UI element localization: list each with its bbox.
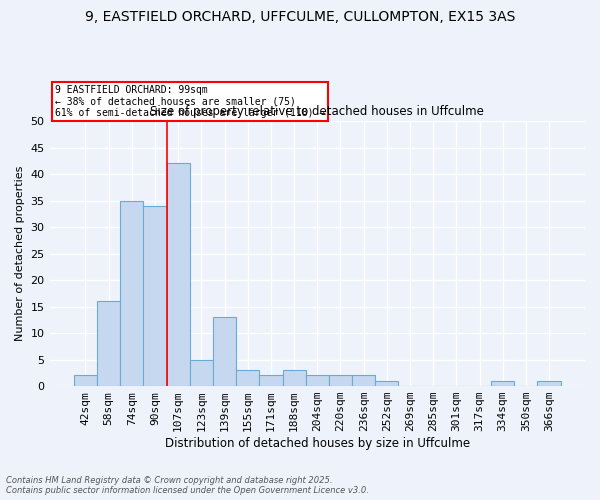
Bar xyxy=(236,370,259,386)
Bar xyxy=(74,376,97,386)
Bar xyxy=(97,302,120,386)
Bar xyxy=(329,376,352,386)
Bar xyxy=(190,360,213,386)
Bar xyxy=(352,376,375,386)
Bar xyxy=(491,381,514,386)
Bar xyxy=(283,370,305,386)
Title: Size of property relative to detached houses in Uffculme: Size of property relative to detached ho… xyxy=(151,106,484,118)
Bar xyxy=(375,381,398,386)
X-axis label: Distribution of detached houses by size in Uffculme: Distribution of detached houses by size … xyxy=(165,437,470,450)
Y-axis label: Number of detached properties: Number of detached properties xyxy=(15,166,25,342)
Bar xyxy=(305,376,329,386)
Text: 9 EASTFIELD ORCHARD: 99sqm
← 38% of detached houses are smaller (75)
61% of semi: 9 EASTFIELD ORCHARD: 99sqm ← 38% of deta… xyxy=(55,85,325,118)
Text: 9, EASTFIELD ORCHARD, UFFCULME, CULLOMPTON, EX15 3AS: 9, EASTFIELD ORCHARD, UFFCULME, CULLOMPT… xyxy=(85,10,515,24)
Bar xyxy=(120,200,143,386)
Bar xyxy=(538,381,560,386)
Bar xyxy=(213,317,236,386)
Bar xyxy=(167,164,190,386)
Bar xyxy=(143,206,167,386)
Bar xyxy=(259,376,283,386)
Text: Contains HM Land Registry data © Crown copyright and database right 2025.
Contai: Contains HM Land Registry data © Crown c… xyxy=(6,476,369,495)
